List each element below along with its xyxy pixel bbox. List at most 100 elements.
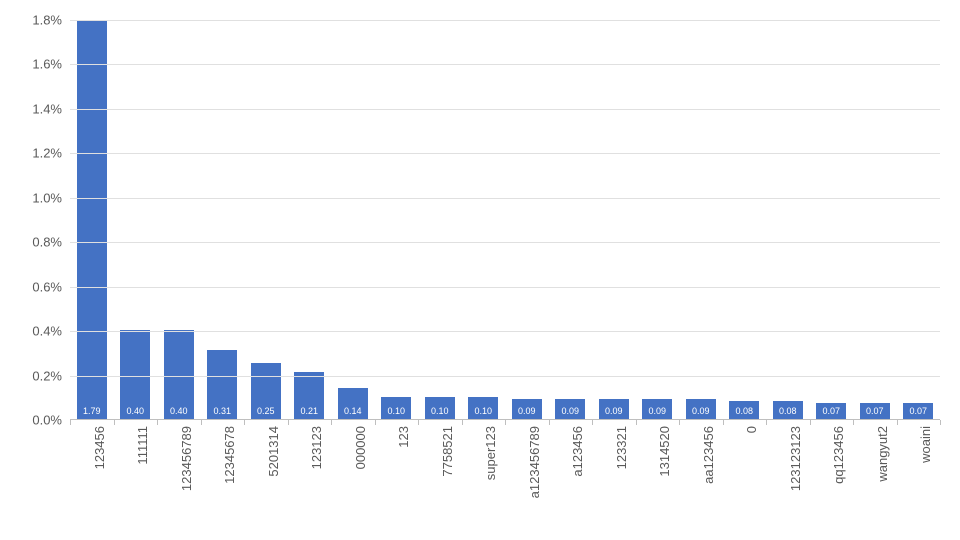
- x-tick-mark: [636, 420, 637, 425]
- bar-slot: 0.09: [592, 20, 636, 419]
- bar-slot: 0.25: [244, 20, 288, 419]
- x-tick-label: a123456: [570, 426, 585, 477]
- x-tick-mark: [462, 420, 463, 425]
- x-tick-label: a123456789: [527, 426, 542, 498]
- bar-value-label: 0.10: [431, 407, 449, 419]
- y-tick-label: 0.8%: [32, 235, 62, 250]
- bar-value-label: 0.31: [213, 407, 231, 419]
- bar-value-label: 0.07: [866, 407, 884, 419]
- x-tick-mark: [505, 420, 506, 425]
- y-tick-label: 0.4%: [32, 324, 62, 339]
- bar-value-label: 0.10: [387, 407, 405, 419]
- bar-slot: 0.10: [418, 20, 462, 419]
- bar: 0.09: [599, 399, 629, 419]
- bar: 0.25: [251, 363, 281, 419]
- bar-value-label: 0.08: [779, 407, 797, 419]
- y-tick-label: 0.0%: [32, 413, 62, 428]
- bar-value-label: 0.10: [474, 407, 492, 419]
- x-tick-label: 000000: [353, 426, 368, 469]
- gridline: [70, 153, 940, 154]
- bar-value-label: 0.09: [605, 407, 623, 419]
- y-tick-label: 1.6%: [32, 57, 62, 72]
- bar: 0.07: [860, 403, 890, 419]
- x-tick-mark: [70, 420, 71, 425]
- x-tick-label: 123123123: [788, 426, 803, 491]
- gridline: [70, 109, 940, 110]
- bar-slot: 0.07: [810, 20, 854, 419]
- x-tick-mark: [418, 420, 419, 425]
- gridline: [70, 20, 940, 21]
- bar-slot: 0.10: [462, 20, 506, 419]
- x-tick-mark: [157, 420, 158, 425]
- bar-slot: 0.21: [288, 20, 332, 419]
- x-tick-label: 7758521: [440, 426, 455, 477]
- x-tick-label: 123: [396, 426, 411, 448]
- bar: 0.08: [773, 401, 803, 419]
- bar: 0.09: [686, 399, 716, 419]
- bar: 0.10: [381, 397, 411, 419]
- x-tick-mark: [375, 420, 376, 425]
- bar: 0.09: [642, 399, 672, 419]
- x-tick-label: 123456: [92, 426, 107, 469]
- x-tick-mark: [897, 420, 898, 425]
- bar: 0.31: [207, 350, 237, 419]
- gridline: [70, 198, 940, 199]
- bar: 0.09: [555, 399, 585, 419]
- bar: 0.21: [294, 372, 324, 419]
- x-tick-mark: [201, 420, 202, 425]
- bar-slot: 0.08: [723, 20, 767, 419]
- bars-group: 1.79 0.40 0.40 0.31 0.25 0.21 0.14 0.10 0.10 0.10…: [70, 20, 940, 419]
- bar-slot: 0.09: [636, 20, 680, 419]
- x-tick-label: wangyut2: [875, 426, 890, 482]
- x-tick-mark: [331, 420, 332, 425]
- bar-slot: 0.09: [549, 20, 593, 419]
- x-tick-mark: [853, 420, 854, 425]
- bar-value-label: 0.09: [692, 407, 710, 419]
- bar-value-label: 0.25: [257, 407, 275, 419]
- x-tick-mark: [114, 420, 115, 425]
- bar-slot: 0.07: [897, 20, 941, 419]
- x-tick-label: 123321: [614, 426, 629, 469]
- x-tick-label: 0: [744, 426, 759, 433]
- bar-value-label: 0.08: [735, 407, 753, 419]
- chart-container: 1.79 0.40 0.40 0.31 0.25 0.21 0.14 0.10 0.10 0.10…: [70, 20, 940, 420]
- x-tick-mark: [244, 420, 245, 425]
- bar-value-label: 0.40: [126, 407, 144, 419]
- x-tick-label: 111111: [135, 426, 150, 465]
- x-tick-mark: [549, 420, 550, 425]
- bar: 0.07: [903, 403, 933, 419]
- x-tick-mark: [723, 420, 724, 425]
- y-tick-label: 1.2%: [32, 146, 62, 161]
- bar: 0.09: [512, 399, 542, 419]
- x-tick-mark: [810, 420, 811, 425]
- bar-slot: 0.40: [157, 20, 201, 419]
- plot-area: 1.79 0.40 0.40 0.31 0.25 0.21 0.14 0.10 0.10 0.10…: [70, 20, 940, 420]
- bar-value-label: 0.09: [561, 407, 579, 419]
- y-tick-label: 0.2%: [32, 368, 62, 383]
- bar-value-label: 0.07: [822, 407, 840, 419]
- gridline: [70, 64, 940, 65]
- bar-slot: 0.08: [766, 20, 810, 419]
- x-tick-label: woaini: [918, 426, 933, 463]
- bar-value-label: 0.40: [170, 407, 188, 419]
- x-tick-label: 5201314: [266, 426, 281, 477]
- bar: 0.07: [816, 403, 846, 419]
- x-tick-label: 123123: [309, 426, 324, 469]
- x-tick-label: 123456789: [179, 426, 194, 491]
- bar-slot: 0.09: [505, 20, 549, 419]
- gridline: [70, 242, 940, 243]
- bar-value-label: 0.07: [909, 407, 927, 419]
- gridline: [70, 331, 940, 332]
- bar-slot: 0.31: [201, 20, 245, 419]
- x-tick-mark: [679, 420, 680, 425]
- bar: 0.10: [468, 397, 498, 419]
- gridline: [70, 287, 940, 288]
- y-tick-label: 1.4%: [32, 101, 62, 116]
- bar: 0.14: [338, 388, 368, 419]
- x-tick-label: 12345678: [222, 426, 237, 484]
- x-tick-mark: [592, 420, 593, 425]
- bar-value-label: 1.79: [83, 407, 101, 419]
- bar: 1.79: [77, 21, 107, 419]
- x-tick-label: qq123456: [831, 426, 846, 484]
- bar-value-label: 0.09: [518, 407, 536, 419]
